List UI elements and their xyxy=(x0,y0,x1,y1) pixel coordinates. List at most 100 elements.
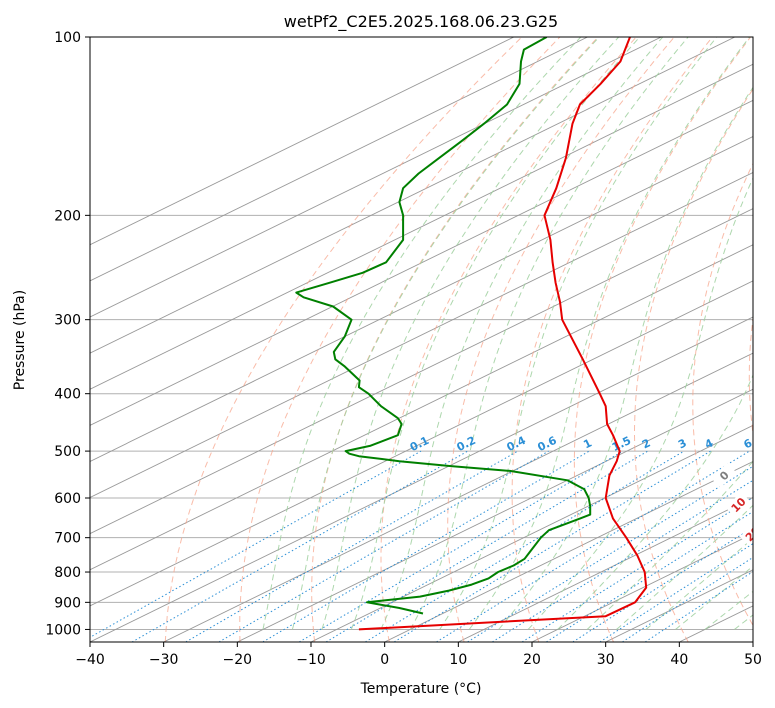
y-axis-ticks: 100 200 300 400 500 600 700 800 900 1000 xyxy=(45,30,90,638)
isotherm-line xyxy=(163,352,753,642)
x-tick-label: −10 xyxy=(296,652,326,668)
isotherm-line xyxy=(90,37,736,354)
dry-adiabat xyxy=(692,162,753,627)
isotherm-label-bg xyxy=(739,521,753,546)
mixing-ratio-line xyxy=(492,479,753,642)
isotherm-line xyxy=(90,244,753,571)
isotherm-line xyxy=(531,533,753,642)
isotherm-label: 40 xyxy=(771,582,775,602)
moist-adiabat xyxy=(439,37,718,630)
isotherm-line xyxy=(752,641,753,642)
x-tick-label: 20 xyxy=(523,652,541,668)
dry-adiabats xyxy=(164,37,753,642)
x-tick-label: 40 xyxy=(670,652,688,668)
mixing-ratio-line xyxy=(262,450,590,642)
profile-series xyxy=(295,37,648,631)
isotherm-line xyxy=(679,605,753,642)
isotherm-line xyxy=(90,99,753,426)
isotherm-label-bg xyxy=(767,363,775,388)
moist-adiabat xyxy=(350,37,641,630)
temperature-profile-line xyxy=(358,37,648,631)
moist-adiabat xyxy=(291,37,600,630)
moist-adiabat xyxy=(527,176,753,630)
isotherm-label: -10 xyxy=(762,404,775,427)
mixing-ratio-label: 8 xyxy=(770,436,775,451)
y-axis-label: Pressure (hPa) xyxy=(12,290,28,390)
y-tick-label: 500 xyxy=(54,444,81,460)
y-tick-label: 200 xyxy=(54,208,81,224)
moist-adiabat xyxy=(321,37,620,630)
moist-adiabat xyxy=(262,37,582,630)
pressure-grid xyxy=(90,37,753,630)
moist-adiabat xyxy=(498,86,753,630)
x-tick-label: −30 xyxy=(149,652,179,668)
moist-adiabat xyxy=(645,537,753,630)
isotherm-line xyxy=(90,37,588,282)
dewpoint-profile-line xyxy=(295,37,592,615)
mixing-ratio-line xyxy=(393,450,711,642)
isotherm-line xyxy=(310,424,753,642)
isotherm-line xyxy=(90,37,662,318)
dry-adiabat xyxy=(511,37,713,642)
y-tick-label: 900 xyxy=(54,595,81,611)
y-tick-label: 600 xyxy=(54,491,81,507)
isotherm-line xyxy=(90,135,753,462)
mixing-ratio-line xyxy=(90,450,422,638)
mixing-ratio-line xyxy=(546,511,753,642)
moist-adiabats xyxy=(262,37,753,630)
moist-adiabat xyxy=(616,504,753,630)
mixing-ratio-label: 6 xyxy=(742,436,755,451)
moist-adiabat xyxy=(409,37,689,630)
mixing-ratio-line xyxy=(185,450,519,642)
isotherm-label: 20 xyxy=(743,524,763,544)
dry-adiabat xyxy=(380,37,637,642)
isotherm-line xyxy=(90,172,753,499)
isotherm-line xyxy=(90,208,753,535)
dry-adiabat xyxy=(239,37,561,642)
y-tick-label: 700 xyxy=(54,531,81,547)
y-tick-label: 300 xyxy=(54,313,81,329)
isotherm-line xyxy=(237,388,753,642)
x-tick-label: 30 xyxy=(597,652,615,668)
plot-frame xyxy=(89,36,754,643)
x-axis-label: Temperature (°C) xyxy=(360,681,482,697)
mixing-ratio-label: 3 xyxy=(676,436,689,451)
isotherm-line xyxy=(90,37,515,246)
y-tick-label: 100 xyxy=(54,30,81,46)
y-tick-label: 800 xyxy=(54,565,81,581)
mixing-ratio-line xyxy=(572,526,753,642)
mixing-ratio-label: 1 xyxy=(581,436,594,451)
isotherm-label-bg xyxy=(768,579,775,604)
x-tick-label: −20 xyxy=(223,652,253,668)
isotherm-line xyxy=(605,569,753,642)
chart-title: wetPf2_C2E5.2025.168.06.23.G25 xyxy=(284,12,558,32)
moist-adiabat xyxy=(380,37,664,630)
x-tick-label: −40 xyxy=(75,652,105,668)
dry-adiabat xyxy=(164,37,523,642)
isotherm-line xyxy=(458,497,753,642)
x-tick-label: 0 xyxy=(380,652,389,668)
x-axis-ticks: −40 −30 −20 −10 0 10 20 30 40 50 xyxy=(75,642,762,668)
y-tick-label: 400 xyxy=(54,387,81,403)
isotherm-line xyxy=(90,280,753,607)
moist-adiabat xyxy=(468,37,750,630)
isotherm-label: -20 xyxy=(769,364,775,387)
y-tick-label: 1000 xyxy=(45,622,81,638)
isotherm-label-bg xyxy=(754,550,775,575)
moist-adiabat xyxy=(675,565,753,630)
mixing-ratio-line xyxy=(325,450,649,642)
mixing-ratio-line xyxy=(218,450,549,642)
mixing-ratio-label: 2 xyxy=(640,436,653,451)
isotherm-lines xyxy=(90,37,753,642)
isotherm-label-bg xyxy=(725,492,751,517)
x-tick-label: 10 xyxy=(449,652,467,668)
x-tick-label: 50 xyxy=(744,652,762,668)
dry-adiabat xyxy=(447,37,675,642)
plot-area: -100-90-80-70-60-50-40-30-20-10010203040… xyxy=(90,37,775,642)
dry-adiabat xyxy=(573,37,751,642)
isotherm-label-bg xyxy=(761,403,775,428)
mixing-ratio-line xyxy=(131,450,469,642)
mixing-ratio-lines xyxy=(90,450,753,642)
